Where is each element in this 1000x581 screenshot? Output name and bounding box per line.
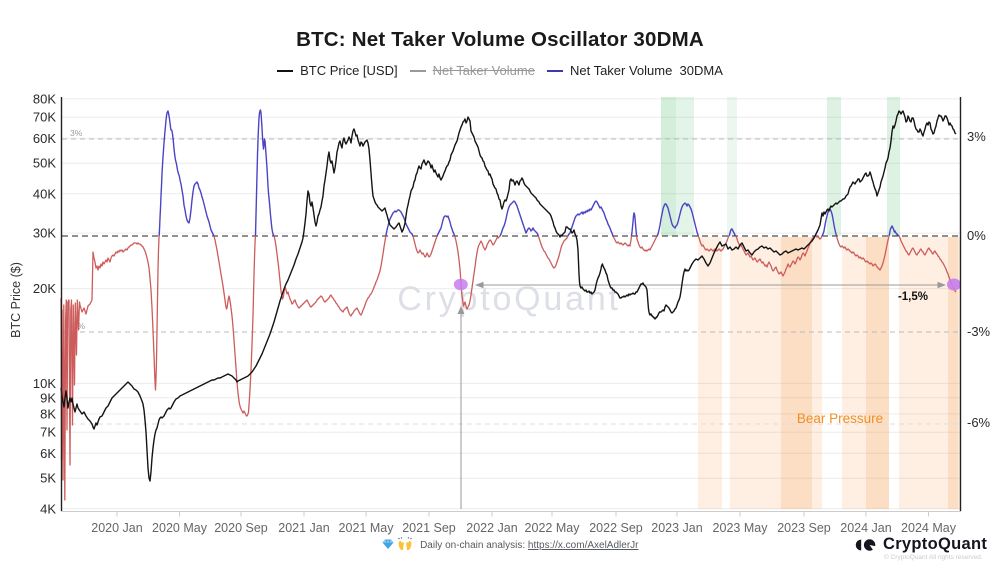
svg-text:10K: 10K [33, 376, 56, 391]
svg-text:2020 May: 2020 May [152, 521, 208, 535]
svg-text:2023 May: 2023 May [713, 521, 769, 535]
svg-text:50K: 50K [33, 156, 56, 171]
svg-text:2022 May: 2022 May [525, 521, 581, 535]
svg-text:20K: 20K [33, 281, 56, 296]
svg-text:5K: 5K [40, 471, 56, 486]
svg-text:2024 May: 2024 May [901, 521, 957, 535]
svg-text:40K: 40K [33, 186, 56, 201]
svg-text:CryptoQuant: CryptoQuant [397, 280, 621, 318]
svg-text:Bear Pressure: Bear Pressure [797, 411, 883, 426]
svg-text:3%: 3% [967, 129, 986, 144]
svg-text:30K: 30K [33, 226, 56, 241]
svg-text:BTC Price ($): BTC Price ($) [9, 262, 23, 338]
svg-text:0%: 0% [967, 228, 986, 243]
svg-text:2023 Sep: 2023 Sep [777, 521, 831, 535]
svg-text:80K: 80K [33, 91, 56, 106]
svg-text:9K: 9K [40, 390, 56, 405]
svg-text:2022 Jan: 2022 Jan [466, 521, 517, 535]
svg-text:2020 Sep: 2020 Sep [214, 521, 268, 535]
svg-text:7K: 7K [40, 425, 56, 440]
svg-text:4K: 4K [40, 501, 56, 516]
svg-text:-1,5%: -1,5% [898, 291, 928, 303]
svg-text:2020 Jan: 2020 Jan [91, 521, 142, 535]
svg-text:2024 Jan: 2024 Jan [840, 521, 891, 535]
svg-text:60K: 60K [33, 131, 56, 146]
svg-text:70K: 70K [33, 110, 56, 125]
svg-text:2023 Jan: 2023 Jan [651, 521, 702, 535]
svg-text:2021 Sep: 2021 Sep [402, 521, 456, 535]
svg-text:-3%: -3% [967, 324, 991, 339]
svg-text:8K: 8K [40, 406, 56, 421]
svg-text:-6%: -6% [967, 415, 991, 430]
svg-text:3%: 3% [70, 128, 83, 138]
svg-text:2022 Sep: 2022 Sep [589, 521, 643, 535]
svg-text:2021 May: 2021 May [339, 521, 395, 535]
svg-text:6K: 6K [40, 446, 56, 461]
svg-text:2021 Jan: 2021 Jan [278, 521, 329, 535]
